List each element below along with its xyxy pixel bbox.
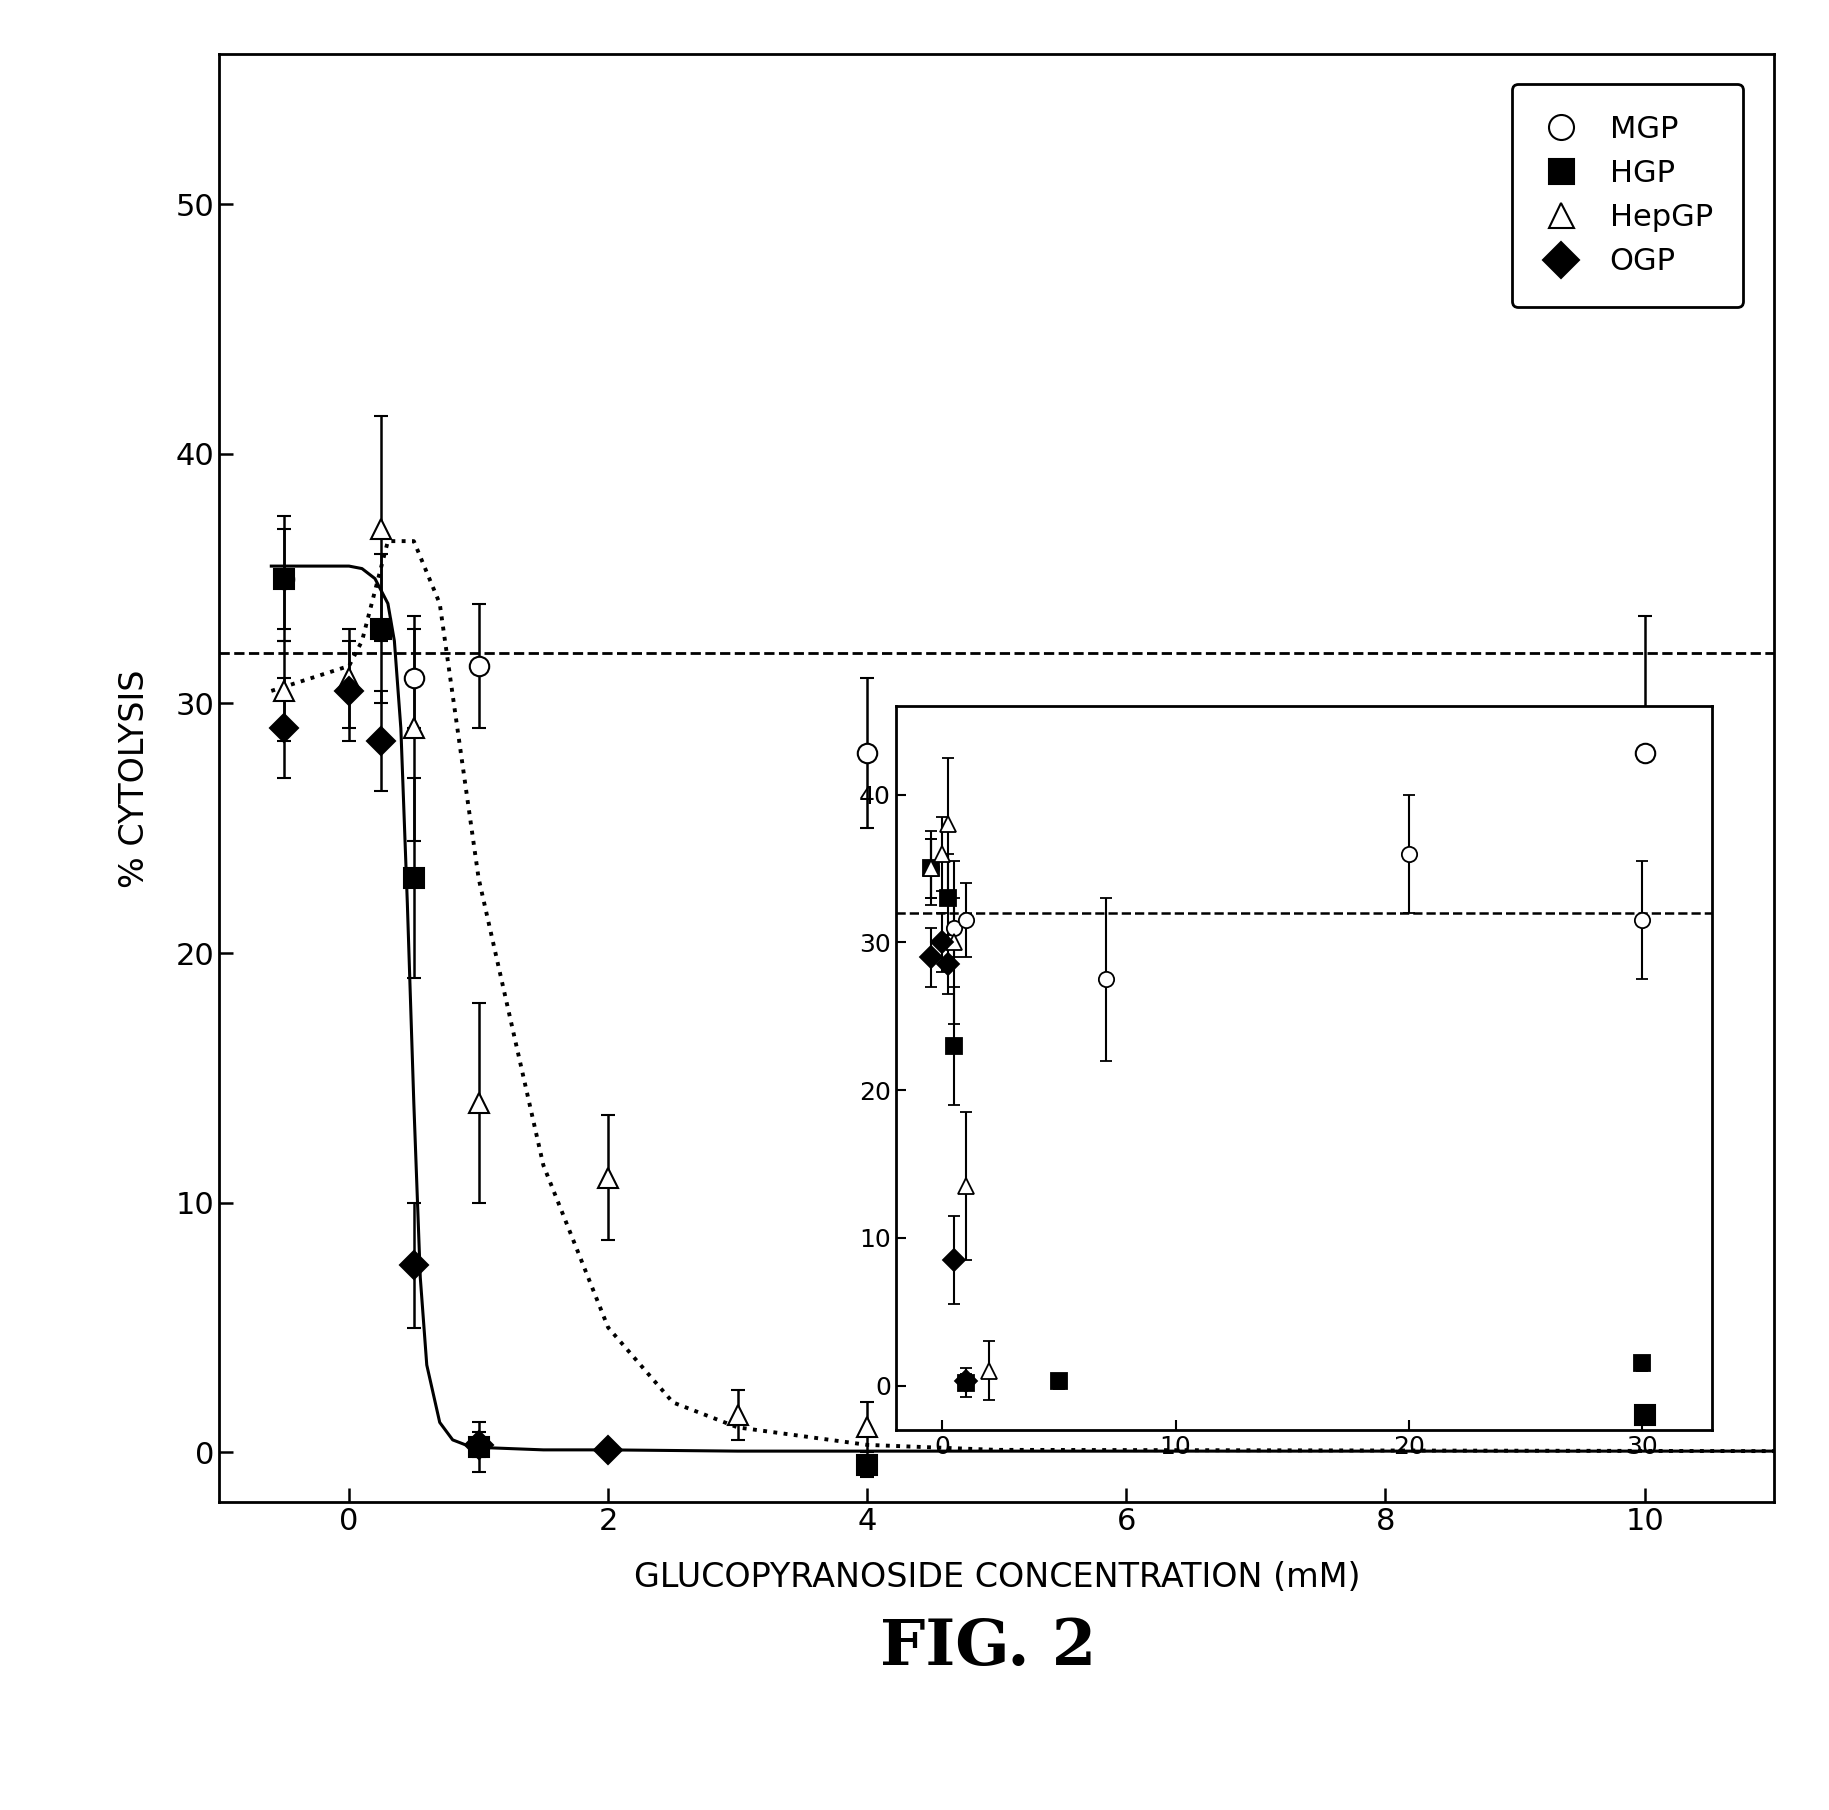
X-axis label: GLUCOPYRANOSIDE CONCENTRATION (mM): GLUCOPYRANOSIDE CONCENTRATION (mM) (633, 1562, 1361, 1595)
Y-axis label: % CYTOLYSIS: % CYTOLYSIS (117, 670, 150, 887)
Legend: MGP, HGP, HepGP, OGP: MGP, HGP, HepGP, OGP (1513, 83, 1743, 308)
Text: FIG. 2: FIG. 2 (880, 1616, 1096, 1678)
